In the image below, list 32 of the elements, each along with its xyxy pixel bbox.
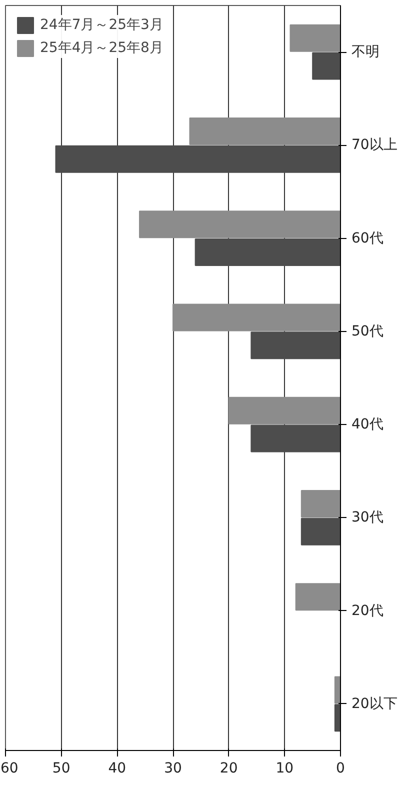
bar <box>300 490 340 518</box>
y-tick-label: 70以上 <box>352 137 398 154</box>
y-tick-label: 20以下 <box>352 696 398 712</box>
legend-label: 24年7月～25年3月 <box>40 16 164 34</box>
y-tick-label: 60代 <box>352 230 384 246</box>
x-tick-label: 50 <box>52 760 70 776</box>
bar <box>194 238 340 266</box>
bar <box>295 583 340 611</box>
legend-label: 25年4月～25年8月 <box>40 39 164 57</box>
bar <box>300 518 340 546</box>
x-tick-label: 40 <box>108 760 126 776</box>
x-tick-label: 30 <box>164 760 182 776</box>
y-tick-label: 50代 <box>352 323 384 340</box>
bar <box>334 704 340 732</box>
y-tick-label: 40代 <box>352 416 384 433</box>
bar <box>139 210 340 238</box>
bar <box>290 24 340 52</box>
x-tick-label: 20 <box>220 760 238 776</box>
x-tick-label: 60 <box>0 760 18 776</box>
bar <box>189 117 340 145</box>
bar <box>172 304 340 332</box>
x-tick-label: 0 <box>336 760 345 776</box>
y-tick-label: 30代 <box>352 510 384 526</box>
bar <box>250 332 340 360</box>
bar <box>55 145 340 173</box>
bar <box>312 52 340 80</box>
x-tick-label: 10 <box>276 760 294 776</box>
bar <box>250 424 340 452</box>
y-tick-label: 20代 <box>352 602 384 619</box>
bar <box>228 396 340 424</box>
bar <box>334 676 340 704</box>
y-tick-label: 不明 <box>352 44 380 60</box>
